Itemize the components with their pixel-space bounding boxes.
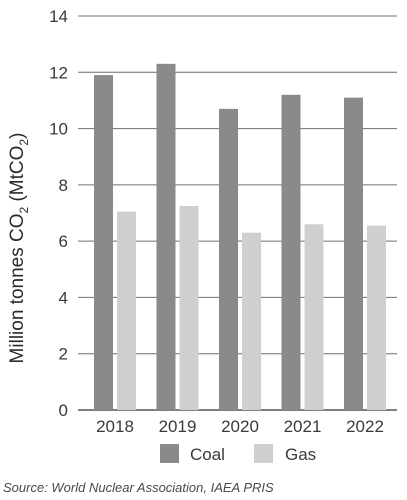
x-tick-label-2018: 2018 xyxy=(96,417,134,436)
bar-coal-2020 xyxy=(219,108,238,410)
y-tick-label-10: 10 xyxy=(49,120,68,139)
legend: Coal Gas xyxy=(160,444,316,464)
bar-coal-2019 xyxy=(156,63,176,410)
bar-coal-2022 xyxy=(344,97,363,410)
bar-gas-2020 xyxy=(242,232,261,410)
x-tick-label-2022: 2022 xyxy=(346,417,384,436)
y-tick-label-4: 4 xyxy=(59,288,68,307)
bar-coal-2021 xyxy=(281,94,301,411)
source-note: Source: World Nuclear Association, IAEA … xyxy=(3,480,274,495)
y-axis-title: Million tonnes CO2 (MtCO2) xyxy=(7,133,31,364)
bar-coal-2018 xyxy=(94,75,113,410)
y-tick-label-2: 2 xyxy=(59,345,68,364)
legend-swatch-gas xyxy=(254,444,273,463)
y-tick-label-0: 0 xyxy=(59,401,68,420)
x-axis-ticks: 2018 2019 2020 2021 2022 xyxy=(96,417,384,436)
y-tick-label-6: 6 xyxy=(59,232,68,251)
bar-gas-2021 xyxy=(304,224,324,410)
y-tick-label-14: 14 xyxy=(49,7,68,26)
y-tick-label-12: 12 xyxy=(49,63,68,82)
legend-swatch-coal xyxy=(160,444,179,463)
x-tick-label-2020: 2020 xyxy=(221,417,259,436)
bar-gas-2018 xyxy=(117,211,136,410)
bars xyxy=(94,63,386,411)
x-tick-label-2019: 2019 xyxy=(159,417,197,436)
legend-label-coal: Coal xyxy=(190,445,225,464)
x-tick-label-2021: 2021 xyxy=(284,417,322,436)
y-axis-ticks: 0 2 4 6 8 10 12 14 xyxy=(49,7,68,420)
bar-gas-2022 xyxy=(367,225,386,410)
bar-gas-2019 xyxy=(179,205,199,410)
y-tick-label-8: 8 xyxy=(59,176,68,195)
legend-label-gas: Gas xyxy=(285,445,316,464)
